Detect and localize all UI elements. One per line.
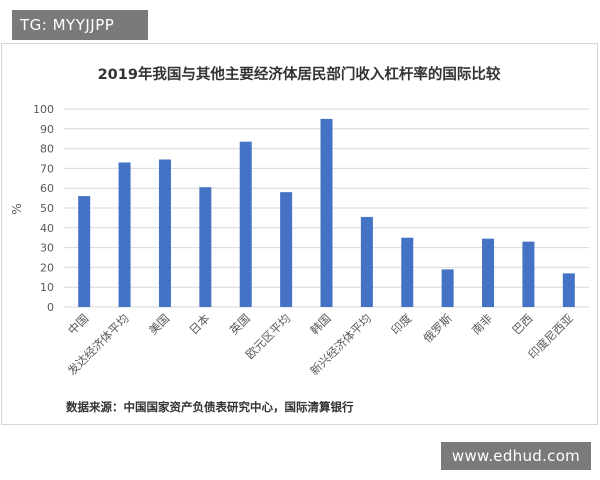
x-tick-label: 日本: [186, 311, 213, 338]
y-tick-label: 50: [40, 202, 54, 215]
y-tick-label: 40: [40, 222, 54, 235]
y-tick-label: 60: [40, 182, 54, 195]
chart-title: 2019年我国与其他主要经济体居民部门收入杠杆率的国际比较: [98, 65, 501, 83]
bar: [441, 269, 454, 307]
source-note: 数据来源：中国国家资产负债表研究中心，国际清算银行: [66, 400, 354, 414]
y-tick-label: 30: [40, 242, 54, 255]
site-watermark: www.edhud.com: [441, 442, 591, 470]
x-tick-label: 印度: [388, 311, 415, 338]
y-tick-label: 80: [40, 143, 54, 156]
bar-chart: 2019年我国与其他主要经济体居民部门收入杠杆率的国际比较 % 0 10 20 30 4…: [10, 65, 589, 414]
y-tick-label: 10: [40, 281, 54, 294]
x-tick-label: 美国: [146, 311, 172, 337]
bar: [199, 187, 212, 307]
tg-badge: TG: MYYJJPP: [12, 10, 148, 40]
bar: [562, 273, 575, 307]
y-tick-label: 20: [40, 261, 54, 274]
x-tick-label: 南非: [469, 311, 496, 338]
x-tick-label: 英国: [227, 311, 253, 337]
bar: [360, 216, 373, 307]
bar: [401, 237, 414, 307]
bar: [482, 238, 495, 307]
y-tick-label: 100: [33, 103, 54, 116]
y-axis-label: %: [10, 203, 24, 214]
bar: [280, 192, 293, 307]
y-tick-label: 70: [40, 162, 54, 175]
bar: [158, 159, 171, 307]
bar: [320, 118, 333, 308]
y-tick-label: 0: [47, 301, 54, 314]
bar: [239, 141, 252, 307]
x-tick-label: 韩国: [307, 311, 333, 337]
bar: [78, 196, 91, 307]
y-tick-label: 90: [40, 123, 54, 136]
bar: [118, 162, 131, 307]
x-tick-label: 俄罗斯: [420, 311, 455, 346]
x-tick-label: 巴西: [509, 311, 535, 337]
bar: [522, 241, 535, 307]
chart-frame: 2019年我国与其他主要经济体居民部门收入杠杆率的国际比较 % 0 10 20 30 4…: [1, 43, 598, 425]
x-tick-label: 中国: [65, 311, 91, 337]
